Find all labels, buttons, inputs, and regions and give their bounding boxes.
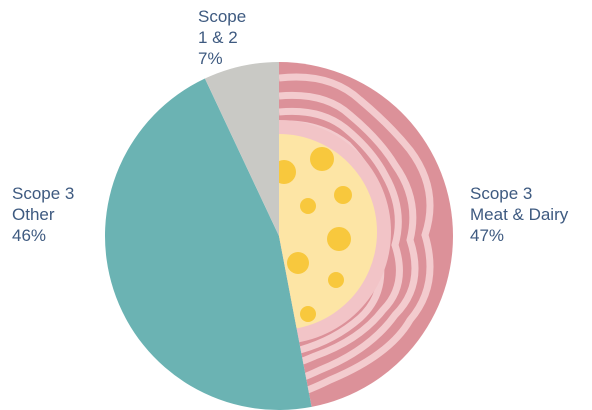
- value-label: 7%: [198, 48, 246, 69]
- category-label: Scope 3 Other: [12, 183, 74, 225]
- value-label: 47%: [470, 225, 568, 246]
- category-label: Scope 3 Meat & Dairy: [470, 183, 568, 225]
- value-label: 46%: [12, 225, 74, 246]
- chart: Scope 3 Meat & Dairy47%Scope 3 Other46%S…: [0, 0, 592, 410]
- category-label: Scope 1 & 2: [198, 6, 246, 48]
